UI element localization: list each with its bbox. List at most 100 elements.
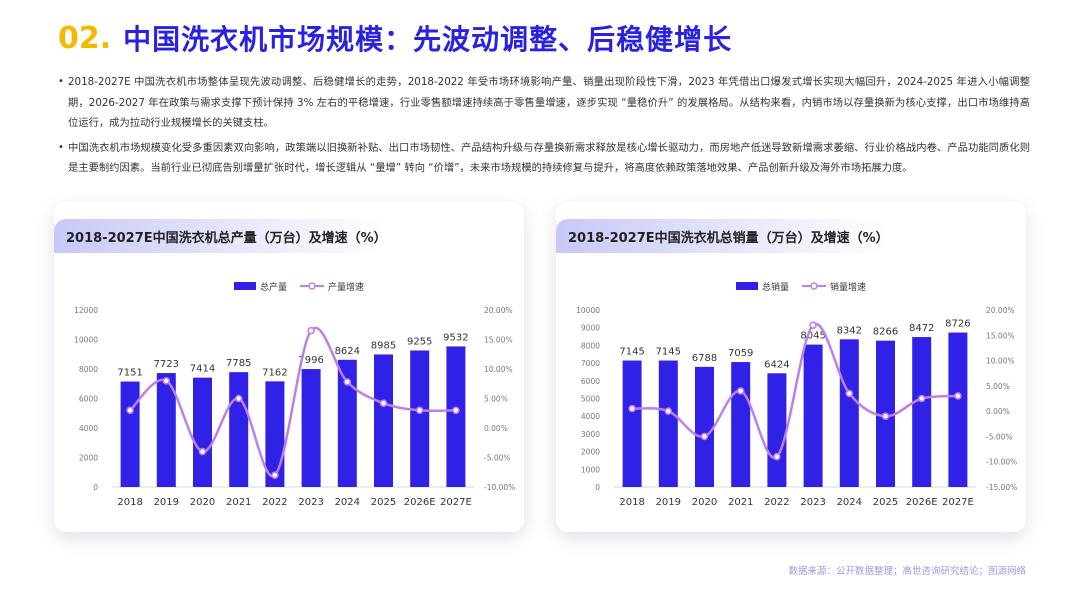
bar-value-label: 8342 [837,325,862,336]
bar-value-label: 7162 [262,367,287,378]
bar-总产量-2023 [301,369,321,487]
x-tick-label: 2024 [837,497,862,508]
y-right-tick-label: 15.00% [986,331,1015,340]
line-point-2025 [881,412,890,420]
bar-总产量-2022 [265,381,285,487]
x-tick-label: 2027E [440,497,472,508]
line-产量增速 [129,326,456,478]
bar-总产量-2024 [337,359,357,487]
y-right-tick-label: 10.00% [986,357,1015,366]
y-left-tick-label: 6000 [79,395,98,404]
y-left-tick-label: 7000 [581,359,600,368]
legend-line-label: 产量增速 [328,281,364,293]
y-right-tick-label: -5.00% [484,454,511,463]
y-right-tick-label: 15.00% [484,336,513,345]
section-number: 02. [58,20,112,56]
bullet-text: 中国洗衣机市场规模变化受多重因素双向影响，政策端以旧换新补贴、出口市场韧性、产品… [68,141,1030,175]
bar-总销量-2026E [912,337,932,487]
chart-title-banner: 2018-2027E中国洗衣机总销量（万台）及增速（%） [556,219,889,253]
legend-line-marker [308,282,316,290]
line-point-2020 [198,447,207,456]
y-left-tick-label: 2000 [581,448,600,457]
x-tick-label: 2020 [692,497,717,508]
bar-总销量-2019 [658,360,678,487]
y-right-tick-label: 20.00% [986,306,1015,315]
y-left-tick-label: 10000 [74,336,98,345]
sales-chart-card: 2018-2027E中国洗衣机总销量（万台）及增速（%） 0 1000 2000 30… [556,202,1026,532]
y-left-tick-label: 3000 [581,430,600,439]
line-point-2022 [271,471,279,480]
y-left-tick-label: 2000 [79,454,98,463]
line-point-2019 [664,407,673,415]
legend-bar-label: 总销量 [762,281,789,293]
x-tick-label: 2023 [800,497,825,508]
legend-line-marker [810,282,818,290]
bar-总产量-2020 [193,377,212,487]
line-point-2025 [379,399,388,408]
bar-value-label: 6788 [692,353,717,364]
bar-总产量-2027E [446,346,466,487]
line-point-2026E [415,406,424,415]
bar-value-label: 7059 [728,348,753,359]
sales-chart: 0 1000 2000 3000 4000 5000 6000 7000 8000 9000 100… [576,281,1017,508]
x-tick-label: 2025 [371,497,396,508]
x-tick-label: 2022 [764,497,789,508]
y-left-tick-label: 1000 [581,465,600,474]
bar-value-label: 9255 [407,336,432,347]
line-point-2027E [452,406,460,415]
legend-bar-label: 总产量 [260,281,287,293]
line-point-2027E [954,392,962,400]
y-left-tick-label: 4000 [581,412,600,421]
x-tick-label: 2021 [728,497,753,508]
y-left-tick-label: 8000 [581,341,600,350]
page-title: 中国洗衣机市场规模：先波动调整、后稳健增长 [123,23,733,56]
data-source-note: 数据来源：公开数据整理；高世咨询研究结论；图源网络 [788,566,1026,577]
line-point-2019 [162,377,171,385]
line-point-2021 [234,394,243,403]
line-point-2020 [700,432,709,441]
x-tick-label: 2019 [656,497,681,508]
bar-value-label: 8985 [371,340,396,351]
bar-value-label: 7414 [190,364,215,375]
bar-value-label: 7996 [298,355,323,366]
summary-bullets: • 2018-2027E 中国洗衣机市场整体呈现先波动调整、后稳健增长的走势，2… [58,72,1030,183]
y-left-tick-label: 10000 [576,306,600,315]
bar-总产量-2025 [374,354,393,487]
bar-总产量-2021 [229,372,249,487]
y-left-tick-label: 12000 [74,306,98,315]
chart-title-banner: 2018-2027E中国洗衣机总产量（万台）及增速（%） [54,219,387,253]
x-tick-label: 2022 [262,497,287,508]
y-right-tick-label: -10.00% [986,458,1017,467]
bar-总销量-2022 [767,373,787,487]
production-chart-card: 2018-2027E中国洗衣机总产量（万台）及增速（%） 0 2000 4000 60… [54,202,524,532]
bar-value-label: 8045 [800,331,825,342]
line-销量增速 [632,322,958,459]
chart-title: 2018-2027E中国洗衣机总产量（万台）及增速（%） [66,230,387,246]
x-tick-label: 2024 [335,497,360,508]
bar-总销量-2024 [839,339,859,487]
bar-总销量-2020 [695,366,714,487]
bar-value-label: 7723 [154,359,179,370]
bar-value-label: 7145 [619,347,644,358]
production-chart: 0 2000 4000 6000 8000 10000 12000 -10.00% -5.00%… [74,281,515,508]
bar-value-label: 7151 [117,368,142,379]
bar-value-label: 9532 [443,332,468,343]
bar-总销量-2021 [731,362,751,487]
y-left-tick-label: 5000 [581,395,600,404]
x-tick-label: 2027E [942,497,974,508]
line-point-2018 [628,404,636,413]
bar-value-label: 8266 [873,327,898,338]
bar-总产量-2026E [410,350,430,487]
y-left-tick-label: 0 [93,483,98,492]
bar-value-label: 8624 [335,346,360,357]
bar-总销量-2018 [622,360,642,487]
bar-value-label: 8726 [945,319,970,330]
bar-value-label: 8472 [909,323,934,334]
x-tick-label: 2025 [873,497,898,508]
x-tick-label: 2018 [619,497,644,508]
bar-总销量-2023 [803,344,823,487]
chart-title: 2018-2027E中国洗衣机总销量（万台）及增速（%） [568,230,889,246]
legend-bar-swatch [736,282,758,290]
x-tick-label: 2026E [906,497,938,508]
x-tick-label: 2026E [404,497,436,508]
